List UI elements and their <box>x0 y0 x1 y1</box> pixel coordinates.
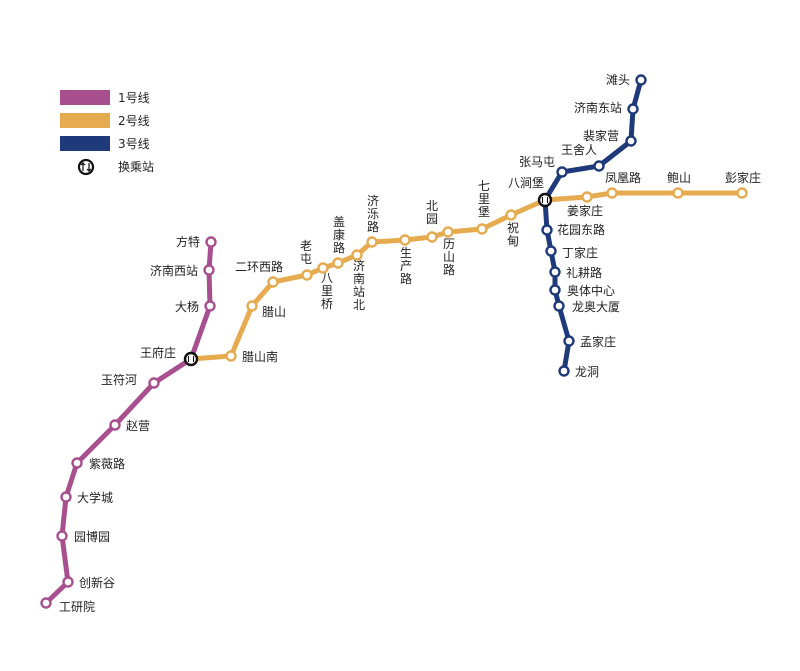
station-marker[interactable] <box>205 236 217 248</box>
station-marker[interactable] <box>148 377 160 389</box>
station-label: 八里桥 <box>321 271 333 311</box>
station-label: 赵营 <box>126 419 150 433</box>
legend-swatch-line3 <box>60 136 110 151</box>
station-label: 滩头 <box>606 73 630 87</box>
station-marker[interactable] <box>672 187 684 199</box>
station-label: 方特 <box>176 234 200 249</box>
station-marker[interactable] <box>60 491 72 503</box>
station-label: 八涧堡 <box>508 175 544 190</box>
station-label: 祝甸 <box>507 221 519 248</box>
legend-swatch-line1 <box>60 90 110 105</box>
station-label: 彭家庄 <box>725 170 761 185</box>
station-label: 张马屯 <box>519 155 555 169</box>
station-label: 奥体中心 <box>567 283 615 298</box>
station-label: 工研院 <box>59 600 95 614</box>
station-label: 玉符河 <box>101 372 137 387</box>
station-marker[interactable] <box>399 234 411 246</box>
station-marker[interactable] <box>40 597 52 609</box>
station-label: 盖康路 <box>333 215 345 255</box>
line-paths <box>43 77 745 606</box>
station-marker[interactable] <box>553 300 565 312</box>
station-marker[interactable] <box>627 103 639 115</box>
station-marker[interactable] <box>736 187 748 199</box>
station-marker[interactable] <box>476 223 488 235</box>
station-marker[interactable] <box>332 257 344 269</box>
station-label: 龙洞 <box>575 365 599 379</box>
station-marker[interactable] <box>442 226 454 238</box>
station-marker[interactable] <box>351 249 363 261</box>
station-marker[interactable] <box>246 300 258 312</box>
station-label: 王府庄 <box>140 345 176 360</box>
transfer-station-marker[interactable] <box>183 351 199 367</box>
station-label: 大学城 <box>77 490 113 505</box>
station-marker[interactable] <box>558 365 570 377</box>
station-label: 历山路 <box>443 237 455 277</box>
station-marker[interactable] <box>606 187 618 199</box>
station-label: 龙奥大厦 <box>572 300 620 314</box>
station-label: 生产路 <box>400 246 412 286</box>
station-label: 紫薇路 <box>89 456 125 471</box>
station-marker[interactable] <box>593 160 605 172</box>
transfer-station-marker[interactable] <box>537 192 553 208</box>
legend-label-line1: 1号线 <box>118 91 150 105</box>
station-label: 大杨 <box>175 299 199 314</box>
station-marker[interactable] <box>581 191 593 203</box>
station-markers <box>40 74 748 609</box>
station-label: 七里堡 <box>478 179 490 219</box>
station-label: 济南东站 <box>574 100 622 115</box>
station-marker[interactable] <box>109 419 121 431</box>
station-marker[interactable] <box>549 284 561 296</box>
station-marker[interactable] <box>204 300 216 312</box>
station-label: 花园东路 <box>557 222 605 237</box>
station-marker[interactable] <box>225 350 237 362</box>
station-marker[interactable] <box>203 264 215 276</box>
station-label: 园博园 <box>74 529 110 544</box>
station-marker[interactable] <box>317 262 329 274</box>
station-marker[interactable] <box>71 457 83 469</box>
station-label: 济南站北 <box>353 258 365 312</box>
station-marker[interactable] <box>563 335 575 347</box>
station-label: 老屯 <box>300 239 312 266</box>
legend-label-line2: 2号线 <box>118 114 150 128</box>
station-label: 鲍山 <box>667 171 691 185</box>
station-marker[interactable] <box>62 576 74 588</box>
transfer-arrows-icon <box>77 158 95 176</box>
legend: 1号线 2号线 3号线 换乘站 <box>60 90 154 176</box>
station-marker[interactable] <box>366 236 378 248</box>
station-label: 孟家庄 <box>580 334 616 349</box>
station-label: 二环西路 <box>235 259 283 274</box>
legend-swatch-line2 <box>60 113 110 128</box>
station-marker[interactable] <box>426 231 438 243</box>
station-marker[interactable] <box>267 276 279 288</box>
station-marker[interactable] <box>56 530 68 542</box>
station-label: 姜家庄 <box>567 203 603 218</box>
station-label: 济泺路 <box>367 193 379 234</box>
station-label: 丁家庄 <box>562 245 598 260</box>
station-marker[interactable] <box>556 166 568 178</box>
station-marker[interactable] <box>549 266 561 278</box>
station-label: 腊山南 <box>242 349 278 364</box>
station-marker[interactable] <box>505 209 517 221</box>
station-label: 礼耕路 <box>566 265 602 280</box>
station-marker[interactable] <box>635 74 647 86</box>
station-label: 济南西站 <box>150 263 198 278</box>
station-label: 裴家营 <box>583 128 619 143</box>
station-marker[interactable] <box>625 135 637 147</box>
station-label: 创新谷 <box>79 575 115 590</box>
legend-label-line3: 3号线 <box>118 137 150 151</box>
legend-label-transfer: 换乘站 <box>118 160 154 174</box>
station-marker[interactable] <box>301 269 313 281</box>
station-marker[interactable] <box>545 245 557 257</box>
station-label: 王舍人 <box>561 142 597 157</box>
station-label: 凤凰路 <box>605 170 641 185</box>
line2-path <box>188 190 745 362</box>
station-marker[interactable] <box>541 224 553 236</box>
station-label: 腊山 <box>262 305 286 319</box>
station-label: 北园 <box>426 199 438 226</box>
